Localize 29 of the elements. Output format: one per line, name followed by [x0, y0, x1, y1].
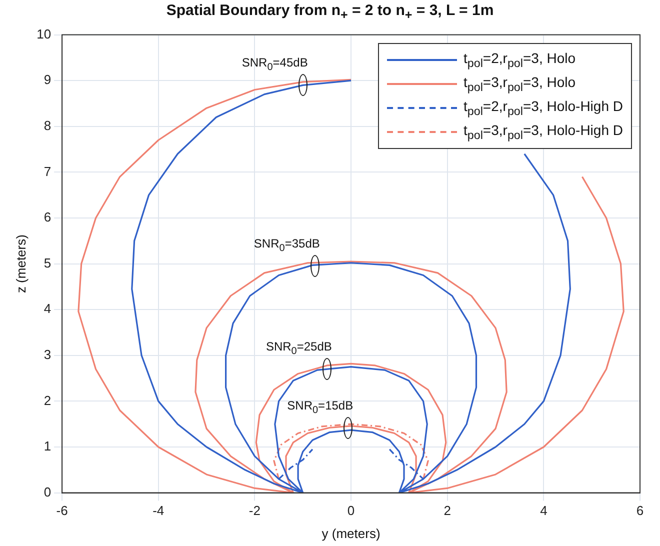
annotation: SNR$_{0}$=15dB: [287, 398, 354, 416]
annotation: SNR$_{0}$=25dB: [266, 340, 332, 358]
x-tick-label: -2: [248, 503, 260, 518]
y-tick-label: 9: [44, 72, 52, 88]
x-tick-label: -6: [56, 503, 68, 518]
y-tick-label: 2: [44, 392, 52, 408]
legend-label: t$_{pol}$=2,r$_{pol}$=3, Holo: [463, 50, 576, 70]
y-tick-label: 5: [44, 255, 52, 270]
x-tick-label: 4: [540, 503, 548, 518]
legend-label: t$_{pol}$=3,r$_{pol}$=3, Holo: [463, 74, 576, 94]
x-tick-label: -4: [152, 503, 164, 518]
y-axis-title: z (meters): [13, 234, 28, 294]
x-tick-label: 6: [636, 503, 644, 518]
y-tick-label: 0: [44, 484, 52, 500]
chart-title: Spatial Boundary from n$_{+}$ = 2 to n$_{+}$ = 3, L = 1m: [165, 2, 495, 22]
y-tick-label: 6: [44, 210, 52, 225]
x-tick-label: 2: [444, 503, 451, 518]
x-axis-title: y (meters): [322, 526, 380, 541]
y-tick-label: 10: [36, 26, 52, 42]
x-tick-label: 0: [347, 503, 355, 518]
annotation: SNR$_{0}$=45dB: [242, 56, 308, 74]
y-tick-label: 4: [44, 301, 52, 316]
legend-label: t$_{pol}$=3,r$_{pol}$=3, Holo-High D: [463, 122, 623, 142]
annotation: SNR$_{0}$=35dB: [254, 236, 320, 254]
y-tick-label: 3: [44, 346, 52, 362]
y-tick-label: 8: [44, 118, 52, 133]
y-tick-label: 1: [44, 438, 52, 454]
y-tick-label: 7: [44, 164, 52, 179]
legend-label: t$_{pol}$=2,r$_{pol}$=3, Holo-High D: [463, 98, 623, 118]
